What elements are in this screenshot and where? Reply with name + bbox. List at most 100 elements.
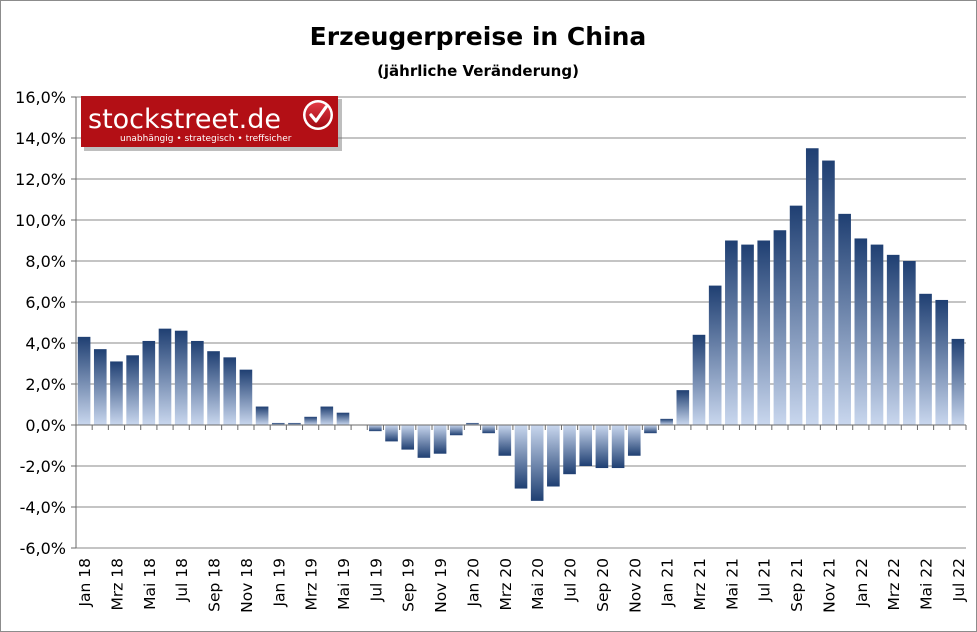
logo-background [81, 96, 338, 147]
y-tick-label: -2,0% [20, 457, 66, 476]
bars [77, 148, 965, 501]
y-tick-label: -6,0% [20, 539, 66, 558]
bar-apr-20 [514, 425, 528, 489]
x-tick-label: Sep 19 [400, 558, 418, 612]
bar-dez-19 [449, 425, 463, 436]
bar-dez-20 [644, 425, 657, 434]
x-tick-label: Sep 20 [594, 558, 612, 612]
bar-dez-21 [838, 213, 851, 425]
bar-apr-19 [320, 406, 334, 425]
logo-tagline: unabhängig • strategisch • treffsicher [120, 134, 292, 144]
x-tick-label: Mai 22 [918, 558, 936, 610]
bar-nov-18 [239, 369, 253, 425]
bar-sep-19 [401, 425, 415, 450]
bar-okt-20 [611, 425, 625, 469]
bar-jan-20 [466, 422, 479, 425]
x-tick-label: Nov 21 [820, 558, 838, 613]
x-tick-label: Jul 18 [173, 558, 191, 602]
x-tick-label: Mai 19 [335, 558, 353, 610]
x-tick-label: Mai 18 [141, 558, 159, 610]
y-tick-label: 14,0% [15, 129, 66, 148]
bar-jan-18 [77, 336, 91, 425]
y-tick-label: 10,0% [15, 211, 66, 230]
bar-aug-20 [579, 425, 593, 466]
bar-apr-18 [126, 355, 139, 425]
x-tick-label: Mrz 22 [885, 558, 903, 611]
bar-mrz-21 [692, 334, 706, 425]
x-tick-label: Jan 18 [76, 558, 94, 608]
bar-jul-22 [951, 338, 965, 425]
axes [71, 96, 967, 549]
bar-jun-21 [741, 244, 754, 425]
bar-okt-21 [805, 148, 819, 425]
bar-mrz-18 [110, 361, 123, 425]
bar-feb-20 [482, 425, 495, 434]
x-tick-label: Jul 21 [756, 558, 774, 602]
bar-sep-21 [789, 205, 803, 425]
x-tick-label: Jul 22 [950, 558, 968, 602]
x-tick-label: Sep 18 [206, 558, 224, 612]
bar-mrz-19 [304, 416, 317, 425]
y-tick-label: 4,0% [25, 334, 66, 353]
y-tick-label: 6,0% [25, 293, 66, 312]
bar-jan-21 [660, 418, 673, 425]
bar-mai-21 [725, 240, 738, 425]
stockstreet-logo: stockstreet.de unabhängig • strategisch … [81, 96, 342, 151]
checkmark-icon [303, 100, 333, 130]
bar-mai-22 [919, 293, 932, 425]
x-tick-label: Mai 20 [529, 558, 547, 610]
bar-jun-18 [158, 328, 172, 425]
x-tick-label: Nov 18 [238, 558, 256, 613]
x-axis-tick-labels: Jan 18 Mrz 18 Mai 18 Jul 18 Sep 18 Nov 18 Jan … [76, 558, 968, 613]
bar-feb-19 [288, 422, 301, 425]
bar-aug-18 [191, 340, 204, 425]
x-tick-label: Jul 19 [367, 558, 385, 602]
bar-apr-21 [708, 285, 722, 425]
bar-mrz-22 [886, 254, 900, 425]
x-tick-label: Nov 20 [626, 558, 644, 613]
bar-feb-21 [676, 390, 690, 425]
x-tick-label: Jan 20 [464, 558, 482, 608]
x-tick-label: Jul 20 [562, 558, 580, 602]
bar-jun-20 [547, 425, 560, 487]
x-tick-label: Mrz 20 [497, 558, 515, 611]
bar-dez-18 [255, 406, 269, 425]
bar-jul-20 [563, 425, 576, 475]
x-tick-label: Nov 19 [432, 558, 450, 613]
bar-jul-21 [757, 240, 771, 425]
bar-mrz-20 [498, 425, 512, 456]
y-tick-label: 0,0% [25, 416, 66, 435]
bar-aug-19 [385, 425, 398, 442]
bar-okt-19 [417, 425, 431, 458]
y-axis-tick-labels: -6,0% -4,0% -2,0% 0,0% 2,0% 4,0% 6,0% 8,0% 10,0%… [15, 88, 66, 558]
bar-feb-18 [93, 349, 107, 425]
bar-feb-22 [870, 244, 884, 425]
bar-sep-18 [207, 351, 220, 425]
x-tick-label: Jan 21 [659, 558, 677, 608]
bar-mai-18 [142, 340, 156, 425]
x-tick-label: Mai 21 [723, 558, 741, 610]
bar-jun-22 [935, 299, 949, 425]
x-tick-label: Mrz 21 [691, 558, 709, 611]
bar-nov-19 [433, 425, 447, 454]
bar-sep-20 [595, 425, 609, 469]
bar-nov-21 [822, 160, 835, 426]
logo-name: stockstreet.de [88, 104, 281, 135]
x-tick-label: Sep 21 [788, 558, 806, 612]
chart-subtitle: (jährliche Veränderung) [377, 62, 579, 80]
bar-jan-22 [854, 238, 868, 425]
x-tick-label: Jan 19 [270, 558, 288, 608]
bar-mai-19 [336, 412, 350, 425]
x-tick-label: Jan 22 [853, 558, 871, 608]
bar-jul-18 [174, 330, 188, 425]
bar-nov-20 [627, 425, 641, 456]
bar-mai-20 [530, 425, 544, 501]
bar-apr-22 [903, 261, 916, 425]
bar-jan-19 [271, 422, 285, 425]
x-tick-label: Mrz 18 [108, 558, 126, 611]
y-tick-label: 12,0% [15, 170, 66, 189]
bar-aug-21 [773, 230, 787, 425]
chart-title: Erzeugerpreise in China [310, 22, 647, 51]
y-tick-label: 8,0% [25, 252, 66, 271]
y-tick-label: 16,0% [15, 88, 66, 107]
